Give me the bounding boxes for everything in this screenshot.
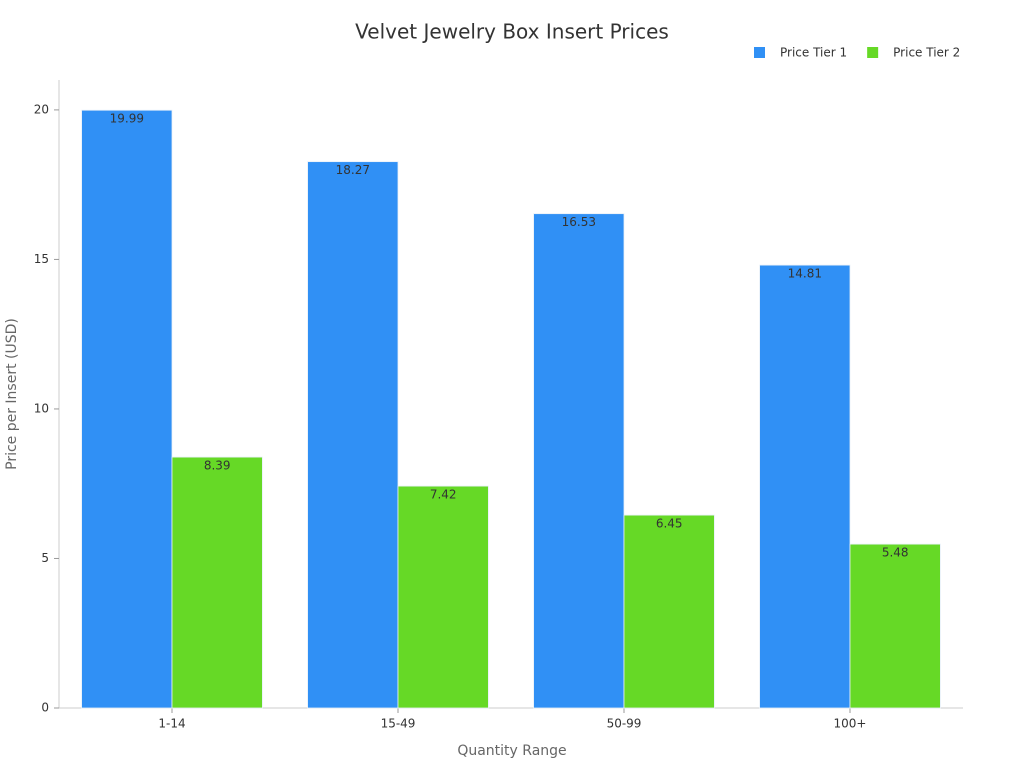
x-tick-label: 100+ [834, 717, 867, 731]
bar [81, 109, 173, 709]
data-label: 16.53 [562, 215, 596, 229]
y-tick-label: 10 [34, 401, 49, 415]
bar [849, 543, 941, 709]
y-tick-label: 0 [41, 701, 49, 715]
bar [397, 485, 489, 709]
data-label: 18.27 [336, 163, 370, 177]
x-tick-label: 50-99 [607, 717, 642, 731]
data-label: 7.42 [430, 488, 457, 502]
data-label: 6.45 [656, 517, 683, 531]
y-axis-title: Price per Insert (USD) [4, 318, 20, 470]
bar [533, 213, 625, 709]
bar [623, 514, 715, 709]
x-axis-title: Quantity Range [457, 743, 566, 759]
x-tick-label: 15-49 [381, 717, 416, 731]
bar [307, 161, 399, 709]
data-label: 5.48 [882, 546, 909, 560]
legend-label: Price Tier 2 [893, 46, 960, 60]
chart-title: Velvet Jewelry Box Insert Prices [355, 20, 669, 44]
y-tick-label: 20 [34, 102, 49, 116]
y-tick-label: 5 [41, 551, 49, 565]
data-label: 14.81 [788, 267, 822, 281]
x-tick-label: 1-14 [158, 717, 185, 731]
y-tick-label: 15 [34, 252, 49, 266]
bar [171, 456, 263, 709]
data-label: 8.39 [204, 459, 231, 473]
bar [759, 264, 851, 709]
legend-swatch [867, 47, 879, 58]
legend-swatch [754, 47, 765, 58]
data-label: 19.99 [110, 112, 144, 126]
legend-label: Price Tier 1 [780, 46, 847, 60]
